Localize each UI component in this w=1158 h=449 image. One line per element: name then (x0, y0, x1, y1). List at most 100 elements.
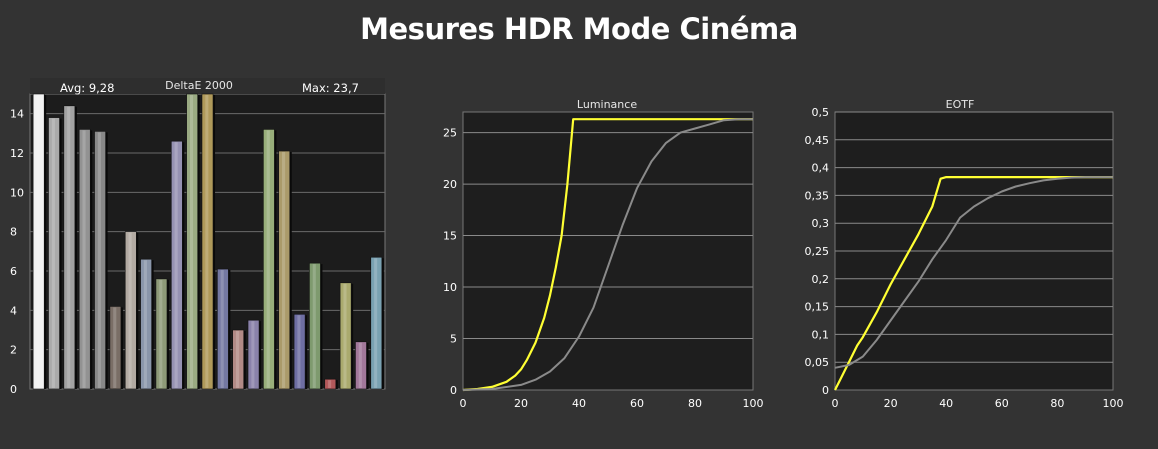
luminance-title: Luminance (577, 98, 637, 111)
luminance-plot-area (462, 111, 754, 391)
luminance-x-tick: 0 (460, 397, 467, 410)
eotf-y-tick: 0,5 (812, 106, 830, 119)
deltae-bar-highlight (343, 283, 347, 388)
deltae-bar-highlight (235, 331, 240, 388)
deltae-bar (339, 282, 354, 390)
deltae-bar-face (339, 282, 352, 390)
eotf-y-tick: 0,35 (805, 189, 830, 202)
eotf-y-tick: 0,2 (812, 273, 830, 286)
eotf-y-tick: 0,1 (812, 328, 830, 341)
deltae-bar-highlight (251, 321, 255, 388)
deltae-bar-face (309, 262, 321, 390)
luminance-x-tick: 20 (514, 397, 528, 410)
deltae-bar-face (109, 306, 122, 390)
deltae-bar-face (78, 129, 91, 390)
deltae-max: Max: 23,7 (302, 81, 359, 95)
deltae-bar-highlight (189, 95, 194, 388)
deltae-bar-face (324, 378, 337, 390)
luminance-series-line (462, 118, 753, 391)
eotf-x-tick: 0 (832, 397, 839, 410)
eotf-x-tick: 40 (939, 397, 953, 410)
deltae-bar-face (63, 105, 76, 390)
eotf-x-tick: 80 (1050, 397, 1064, 410)
deltae-y-tick: 2 (10, 344, 17, 357)
deltae-bar-highlight (312, 264, 316, 388)
deltae-bar-face (278, 150, 291, 390)
deltae-bar-highlight (297, 315, 301, 388)
deltae-bar-face (370, 256, 383, 390)
luminance-grid (463, 132, 753, 340)
eotf-y-tick: 0,25 (805, 245, 830, 258)
deltae-bar-face (94, 131, 106, 390)
deltae-bar-face (140, 258, 152, 390)
luminance-y-tick: 5 (450, 333, 457, 346)
deltae-y-tick: 10 (10, 186, 24, 199)
eotf-series-line (834, 176, 1113, 391)
eotf-y-tick: 0,3 (812, 217, 830, 230)
deltae-bar (186, 93, 200, 390)
deltae-bar (263, 129, 277, 390)
deltae-bar (293, 313, 308, 390)
luminance-y-tick: 20 (443, 178, 457, 191)
deltae-bar (278, 150, 292, 390)
deltae-y-tick: 8 (10, 226, 17, 239)
deltae-y-ticks: 0 2 4 6 8 10 12 14 (10, 108, 24, 396)
deltae-bar-highlight (374, 258, 378, 388)
deltae-bar-highlight (113, 307, 117, 388)
deltae-bar (63, 105, 77, 390)
eotf-y-tick: 0 (822, 384, 829, 397)
deltae-bar-highlight (358, 342, 362, 388)
deltae-bar-face (232, 329, 245, 390)
deltae-chart: DeltaE 2000 Avg: 9,28 Max: 23,7 0 2 4 6 8 10 1… (10, 78, 386, 396)
deltae-y-tick: 0 (10, 383, 17, 396)
deltae-bar (48, 117, 62, 390)
deltae-y-tick: 14 (10, 108, 24, 121)
deltae-bar-face (293, 313, 306, 390)
deltae-y-tick: 6 (10, 265, 17, 278)
deltae-bar-face (247, 319, 260, 390)
eotf-y-tick: 0,15 (805, 301, 830, 314)
deltae-bar (370, 256, 384, 390)
deltae-bar (201, 93, 216, 390)
deltae-bar (94, 131, 108, 390)
deltae-bar-face (217, 268, 229, 390)
deltae-avg: Avg: 9,28 (60, 81, 114, 95)
deltae-bar-highlight (51, 118, 55, 388)
eotf-title: EOTF (946, 98, 975, 111)
deltae-bar-face (32, 93, 45, 390)
luminance-y-tick: 10 (443, 281, 457, 294)
deltae-bar (247, 319, 262, 390)
deltae-bar-face (170, 140, 183, 390)
eotf-y-tick: 0,05 (805, 356, 830, 369)
deltae-bar-face (263, 129, 275, 390)
deltae-y-tick: 4 (10, 304, 17, 317)
deltae-bar (309, 262, 323, 390)
eotf-series-line (834, 176, 1113, 369)
eotf-x-tick: 20 (884, 397, 898, 410)
eotf-ticks: 0 0,05 0,1 0,15 0,2 0,25 0,3 0,35 0,4 0,45 0,5 0 20 4… (805, 106, 1124, 410)
deltae-bar (217, 268, 231, 390)
eotf-y-tick: 0,4 (812, 162, 830, 175)
eotf-y-tick: 0,45 (805, 134, 830, 147)
eotf-chart: EOTF 0 0,05 0,1 0,15 0,2 0,25 0,3 0,35 0,4 0,45 0,… (805, 98, 1124, 410)
deltae-bar-face (186, 93, 198, 390)
deltae-bar-highlight (282, 152, 286, 388)
luminance-y-tick: 25 (443, 127, 457, 140)
deltae-y-tick: 12 (10, 147, 24, 160)
deltae-bars (32, 93, 384, 390)
deltae-bar (32, 93, 47, 390)
deltae-header-strip (30, 78, 385, 94)
deltae-bar-face (201, 93, 214, 390)
luminance-x-tick: 80 (688, 397, 702, 410)
luminance-y-tick: 15 (443, 230, 457, 243)
luminance-x-tick: 60 (630, 397, 644, 410)
deltae-bar-highlight (128, 232, 132, 388)
deltae-bar (109, 306, 123, 390)
deltae-bar (124, 231, 139, 390)
eotf-series (834, 176, 1113, 391)
eotf-x-tick: 60 (995, 397, 1009, 410)
deltae-bar-highlight (36, 95, 40, 388)
deltae-bar-highlight (174, 142, 178, 388)
deltae-bar-face (155, 278, 168, 390)
deltae-bar-highlight (67, 106, 71, 389)
